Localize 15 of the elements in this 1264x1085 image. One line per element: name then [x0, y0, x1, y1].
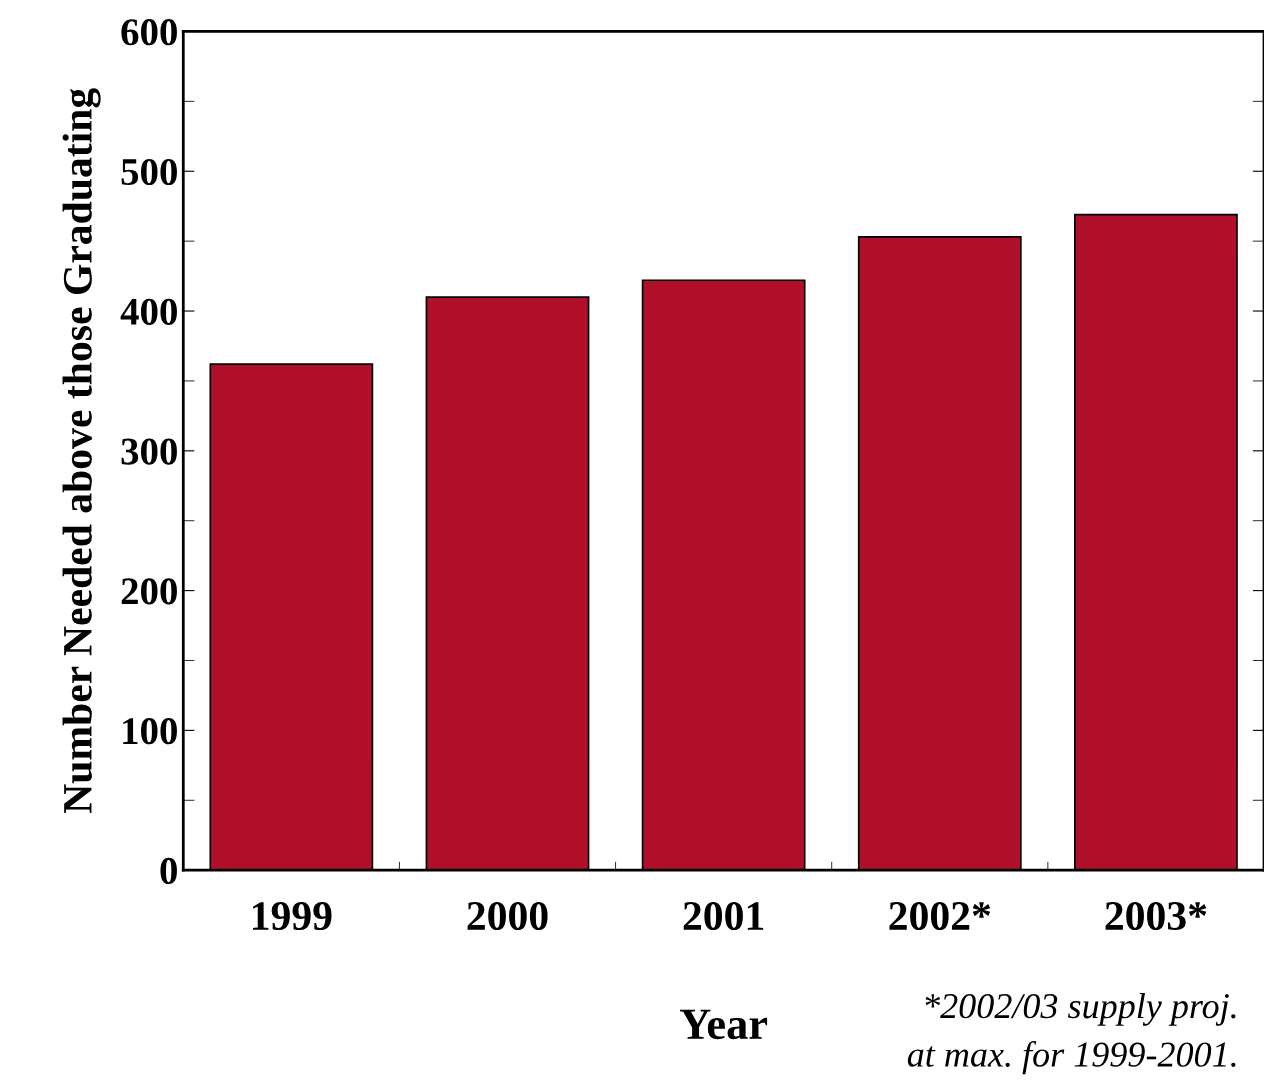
y-tick-label: 300	[121, 438, 177, 465]
x-tick-label: 2003*	[1105, 901, 1207, 931]
y-tick-label: 600	[121, 19, 177, 46]
x-axis-title: Year	[680, 1009, 768, 1040]
y-axis-title: Number Needed above those Graduating	[62, 88, 101, 814]
x-tick-label: 2002*	[889, 901, 991, 931]
text: *2002/03 supply proj. at max. for 1999-2001.	[907, 992, 1236, 1075]
x-tick-label: 2000	[467, 901, 548, 931]
y-tick-label: 400	[120, 298, 177, 325]
y-tick-label: 0	[160, 857, 177, 885]
x-tick-label: 2001	[683, 901, 764, 931]
x-tick-label: 1999	[253, 902, 332, 931]
y-tick-label: 200	[121, 578, 177, 605]
y-tick-label: 100	[123, 718, 177, 745]
y-tick-label: 500	[121, 158, 177, 186]
